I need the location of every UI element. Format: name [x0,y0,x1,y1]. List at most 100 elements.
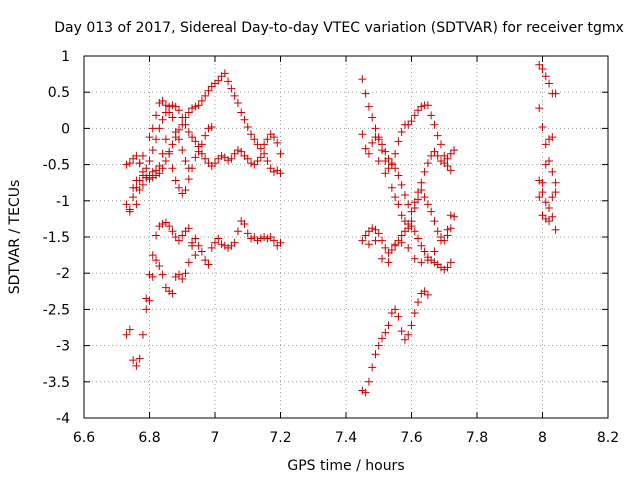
data-point [364,377,373,386]
data-point [184,258,193,267]
data-point [538,122,547,131]
data-point [545,79,554,88]
data-point [391,193,400,202]
data-point [171,102,180,111]
data-point [168,140,177,149]
data-point [407,117,416,126]
x-axis-label: GPS time / hours [287,458,404,474]
data-point [145,270,154,279]
data-point [237,147,246,156]
data-point [168,164,177,173]
x-tick-label: 7.6 [400,430,422,446]
x-tick-label: 7 [211,430,220,446]
data-point [538,188,547,197]
data-point [165,149,174,158]
data-point [178,120,187,129]
data-point [364,102,373,111]
data-point [148,251,157,260]
data-point [178,146,187,155]
data-point [138,151,147,160]
data-point [171,233,180,241]
y-tick-label: 0 [61,121,70,137]
data-point [404,200,413,209]
data-point [541,198,550,207]
data-point [391,149,400,158]
data-point [161,135,170,144]
data-point [381,328,390,337]
data-point [152,256,161,265]
data-point [174,183,183,192]
data-point [430,217,439,226]
data-point [423,200,432,209]
data-point [178,274,187,283]
data-point [378,334,387,343]
data-point [450,212,459,221]
data-point [224,156,233,165]
data-point [276,149,285,158]
data-point [207,122,216,131]
y-axis-label: SDTVAR / TECUs [7,180,23,295]
data-point [165,108,174,117]
data-point [152,135,161,144]
data-point [250,135,259,144]
series-segment-2 [358,75,459,397]
data-point [397,180,406,189]
data-point [368,138,377,147]
data-point [142,305,151,314]
data-point [184,224,193,233]
data-point [394,137,403,146]
y-axis-ticks: -4 -3.5 -3 -2.5 -2 -1.5 -1 -0.5 0 0.5 1 [43,49,608,427]
data-point [184,164,193,173]
data-point [404,330,413,339]
data-point [240,219,249,228]
data-point [394,200,403,209]
data-point [361,89,370,98]
data-point [240,115,249,124]
data-point [420,247,429,256]
data-point [374,135,383,144]
data-point [548,193,557,202]
data-point [361,231,370,240]
data-point [197,96,206,105]
data-point [125,159,134,168]
data-point [446,149,455,158]
data-point [417,241,426,250]
data-point [227,84,236,93]
data-point [436,236,445,245]
data-point [410,309,419,318]
data-point [548,133,557,142]
data-point [204,124,213,133]
data-point [155,162,164,171]
data-point [188,238,197,247]
data-point [446,166,455,175]
data-point [387,246,396,255]
data-point [132,176,141,185]
data-point [387,159,396,168]
data-point [135,159,144,168]
series-segment-1 [122,69,285,370]
data-point [168,113,177,122]
data-point [446,211,455,220]
y-tick-label: -1 [56,194,70,210]
data-point [243,229,252,238]
data-point [548,167,557,176]
data-point [158,219,167,228]
data-point [201,131,210,140]
data-point [174,106,183,115]
data-point [394,312,403,321]
data-point [397,238,406,247]
data-point [253,156,262,165]
data-point [427,207,436,216]
y-tick-label: -4 [56,411,70,427]
data-point [361,388,370,397]
grid [84,56,608,418]
data-point [545,204,554,213]
data-point [217,240,226,249]
data-point [188,133,197,142]
data-point [535,60,544,69]
data-point [410,204,419,213]
data-point [417,185,426,194]
data-point [446,224,455,233]
data-point [394,171,403,180]
y-tick-label: 1 [61,49,70,65]
